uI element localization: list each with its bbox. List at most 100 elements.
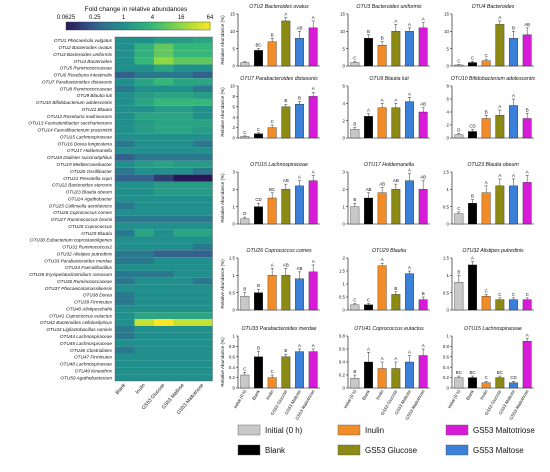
heatmap-cell bbox=[134, 43, 154, 51]
panel-title: OTU15 Lachnospiraceae bbox=[464, 326, 522, 332]
heatmap-row-label: OTU9 Blautia luti bbox=[77, 93, 113, 98]
y-tick-label: 0 bbox=[447, 136, 450, 141]
y-tick-label: 3 bbox=[233, 170, 236, 175]
heatmap-cell bbox=[134, 346, 154, 354]
y-tick-label: 4 bbox=[343, 101, 346, 106]
heatmap-cell bbox=[134, 209, 154, 216]
heatmap-cell bbox=[193, 147, 213, 154]
bar bbox=[240, 62, 250, 67]
bar bbox=[254, 50, 263, 67]
y-tick-label: 1.5 bbox=[443, 256, 450, 261]
heatmap-cell bbox=[154, 319, 174, 326]
scale-segment bbox=[192, 22, 197, 30]
bar-panel: OTU7 Parabacteroides distasonis Relative … bbox=[220, 76, 320, 141]
heatmap-cell bbox=[134, 140, 154, 148]
heatmap-cell bbox=[173, 37, 193, 44]
heatmap-cell bbox=[115, 374, 135, 381]
heatmap-row-label: OTU18 Dialister succinatiphilus bbox=[47, 155, 113, 160]
legend-swatch bbox=[445, 424, 469, 436]
heatmap-cell bbox=[134, 112, 154, 120]
y-tick-label: 5 bbox=[447, 46, 450, 51]
bar bbox=[391, 31, 401, 67]
x-tick-label: Initial (0 h) bbox=[447, 389, 462, 410]
heatmap-cell bbox=[115, 181, 135, 189]
bar bbox=[522, 299, 532, 311]
significance-label: CD bbox=[469, 124, 475, 129]
y-tick-label: 8 bbox=[447, 84, 450, 89]
bar bbox=[481, 60, 491, 67]
panel-title: OTU26 Coprococcus comes bbox=[246, 248, 312, 254]
heatmap-cell bbox=[115, 119, 135, 127]
heatmap-row-label: OTU39 Firmicutes bbox=[74, 300, 113, 305]
heatmap-cell bbox=[173, 325, 193, 333]
bar bbox=[391, 294, 401, 311]
significance-label: A bbox=[367, 346, 370, 351]
heatmap-cell bbox=[154, 105, 174, 113]
panel-ylabel: Relative Abundance (%) bbox=[220, 173, 225, 223]
heatmap-cell bbox=[154, 153, 174, 161]
significance-label: B bbox=[298, 96, 301, 101]
bar bbox=[350, 206, 360, 225]
significance-label: AB bbox=[379, 182, 385, 187]
heatmap-cell bbox=[134, 85, 154, 93]
significance-label: B bbox=[471, 194, 474, 199]
heatmap-cell bbox=[173, 291, 193, 299]
y-tick-label: 6 bbox=[447, 97, 450, 102]
bar bbox=[350, 129, 360, 139]
bar bbox=[495, 24, 505, 67]
heatmap-cell bbox=[154, 243, 174, 251]
scale-segment bbox=[188, 22, 193, 30]
heatmap-cell bbox=[154, 57, 174, 65]
heatmap-cell bbox=[115, 360, 135, 368]
scale-tick-label: 0.25 bbox=[89, 15, 101, 21]
bar-panel: OTU9 Blautia luti 0 2 4 6 B A A A A AB bbox=[343, 76, 430, 141]
significance-label: C bbox=[353, 55, 356, 60]
heatmap-row-label: OTU10 Bifidobacterium adolescentis bbox=[36, 100, 113, 105]
significance-label: C bbox=[512, 292, 515, 297]
bar bbox=[391, 107, 401, 139]
heatmap-cell bbox=[115, 147, 135, 154]
heatmap-row-label: OTU47 Firmicutes bbox=[74, 355, 113, 360]
bar-panel: OTU2 Bacteroides ovatus Relative Abundanc… bbox=[220, 4, 320, 69]
significance-label: A bbox=[498, 104, 501, 109]
heatmap-cell bbox=[193, 43, 213, 51]
bar bbox=[254, 133, 263, 139]
y-tick-label: 0 bbox=[343, 386, 346, 391]
bar bbox=[509, 105, 518, 139]
heatmap-cell bbox=[173, 229, 193, 237]
heatmap-cell bbox=[193, 374, 213, 381]
bar-panel: OTU26 Coprococcus comes Relative Abundanc… bbox=[220, 248, 320, 313]
heatmap-cell bbox=[173, 147, 193, 154]
scale-tick-label: 4 bbox=[151, 15, 155, 21]
heatmap-cell bbox=[134, 71, 154, 79]
heatmap-cell bbox=[173, 270, 193, 278]
significance-label: C bbox=[257, 127, 260, 132]
y-tick-label: 0.2 bbox=[229, 375, 236, 380]
bar bbox=[281, 106, 291, 139]
heatmap-cell bbox=[134, 367, 154, 375]
heatmap-cell bbox=[115, 98, 135, 106]
scale-segment bbox=[98, 22, 103, 30]
panel-title: OTU9 Blautia luti bbox=[369, 76, 409, 82]
scale-segment bbox=[130, 22, 135, 30]
heatmap-cell bbox=[173, 284, 193, 292]
heatmap-cell bbox=[193, 346, 213, 354]
scale-tick-label: 0.0625 bbox=[57, 15, 76, 21]
heatmap-row-label: OTU13 Fusicatenibacter saccharivorans bbox=[28, 121, 112, 126]
heatmap-cell bbox=[193, 140, 213, 148]
heatmap-cell bbox=[173, 195, 193, 203]
significance-label: C bbox=[485, 288, 488, 293]
heatmap-cell bbox=[193, 188, 213, 196]
bar bbox=[308, 271, 318, 311]
significance-label: B bbox=[422, 291, 425, 296]
legend-item: Blank bbox=[237, 444, 286, 456]
bar bbox=[377, 192, 387, 225]
heatmap-row-label: OTU36 Ruminococcaceae bbox=[57, 279, 112, 284]
y-tick-label: 0 bbox=[447, 64, 450, 69]
y-tick-label: 2 bbox=[233, 125, 236, 130]
y-tick-label: 0 bbox=[343, 308, 346, 313]
heatmap-cell bbox=[173, 167, 193, 175]
bar bbox=[295, 104, 304, 139]
heatmap-cell bbox=[193, 291, 213, 299]
heatmap-cell bbox=[173, 332, 193, 340]
